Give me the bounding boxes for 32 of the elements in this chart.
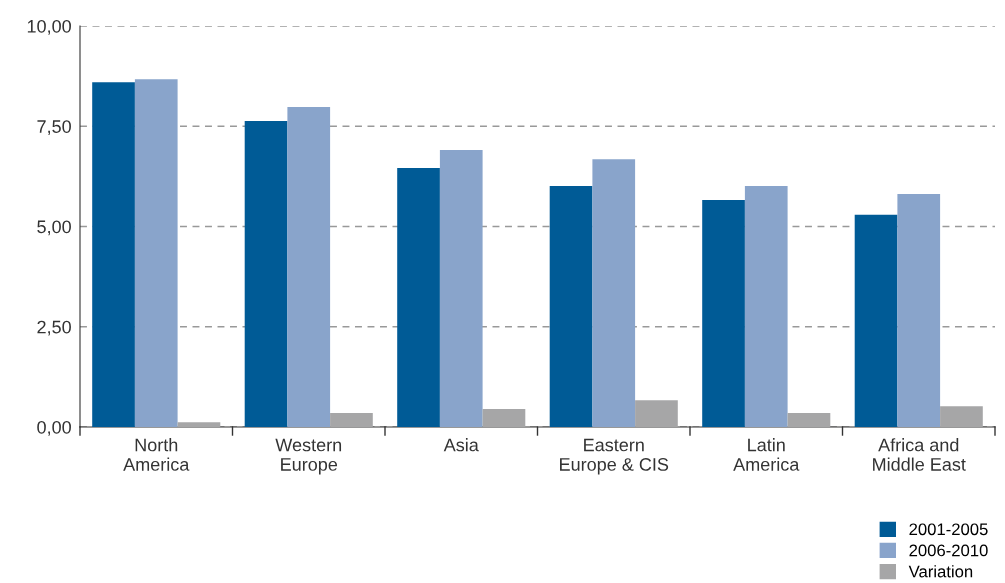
x-tick-label: North America: [123, 438, 190, 471]
bar: [787, 412, 831, 427]
x-tick-label: Asia: [443, 438, 479, 452]
bar: [287, 107, 331, 427]
bar: [397, 167, 440, 427]
bar: [92, 82, 135, 427]
legend-label: Variation: [908, 565, 973, 578]
bar: [940, 406, 983, 427]
bar: [439, 149, 483, 427]
bar: [702, 200, 745, 427]
bar: [549, 186, 593, 427]
bar: [134, 79, 178, 427]
bar: [330, 412, 373, 427]
y-tick-label: 2,50: [37, 320, 71, 336]
bar: [482, 408, 526, 427]
legend-label: 2001-2005: [909, 523, 988, 536]
legend-label: 2006-2010: [909, 544, 988, 557]
x-tick-label: Latin America: [733, 438, 800, 471]
x-tick-label: Africa and Middle East: [873, 438, 966, 471]
bar: [592, 159, 636, 427]
y-tick-label: 5,00: [37, 220, 71, 236]
y-tick-label: 10,00: [27, 19, 71, 35]
y-tick-label: 0,00: [37, 420, 71, 436]
bar: [897, 194, 941, 427]
bar: [635, 400, 678, 427]
bar: [744, 186, 788, 427]
bar: [244, 121, 288, 427]
bar: [854, 214, 898, 427]
x-tick-label: Eastern Europe & CIS: [560, 438, 669, 475]
x-tick-label: Western Europe: [275, 438, 342, 475]
y-tick-label: 7,50: [37, 120, 71, 136]
bar: [177, 422, 221, 427]
